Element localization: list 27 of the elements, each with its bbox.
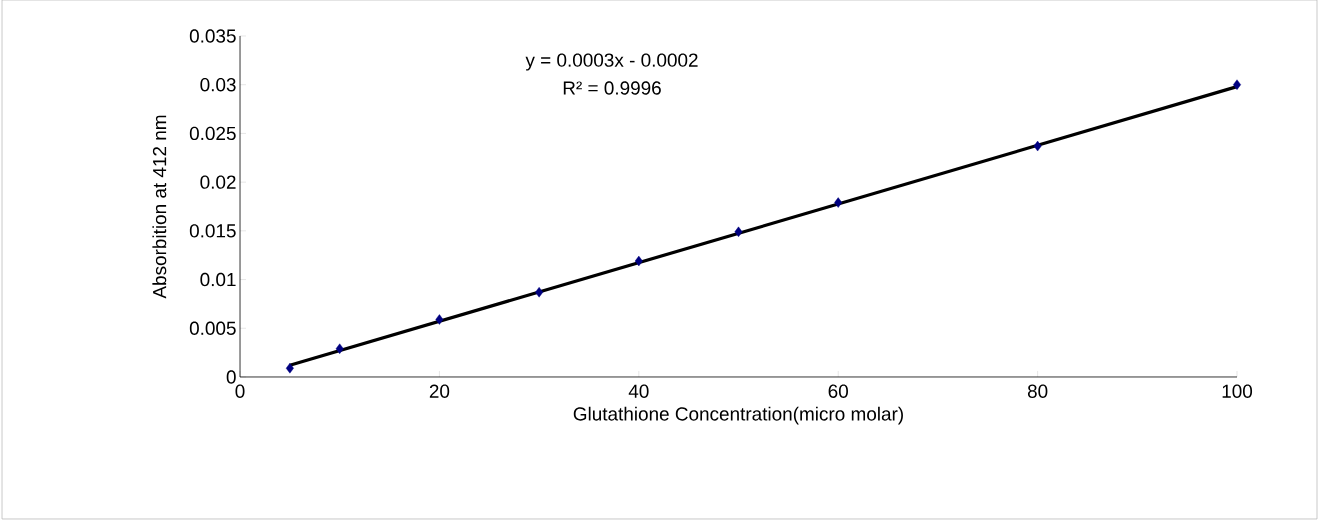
y-tick-label: 0 [226,370,236,384]
point [335,343,344,354]
point [535,287,544,298]
point [834,197,843,208]
x-axis-title: Glutathione Concentration(micro molar) [573,406,903,425]
point [435,314,444,325]
point [285,363,294,374]
y-tick-label: 0.01 [200,272,236,287]
x-tick-label: 100 [1222,384,1253,398]
x-tick-label: 60 [828,384,848,398]
x-tick-label: 0 [235,384,245,398]
y-tick-label: 0.025 [189,126,236,141]
x-tick-label: 80 [1027,384,1048,398]
point [1033,140,1042,152]
x-tick-label: 20 [429,384,450,398]
point [634,255,643,267]
y-tick-label: 0.015 [189,224,236,238]
point [1233,79,1241,90]
y-tick-label: 0.02 [200,175,236,189]
annotation: R² = 0.9996 [563,81,661,95]
x-tick-label: 40 [628,384,649,398]
annotation: y = 0.0003x - 0.0002 [525,53,698,71]
point [734,226,743,237]
y-tick-label: 0.03 [200,78,236,92]
y-tick-label: 0.005 [189,321,236,335]
y-axis-title: Absorbition at 412 nm [152,115,167,299]
y-tick-label: 0.035 [189,29,236,43]
